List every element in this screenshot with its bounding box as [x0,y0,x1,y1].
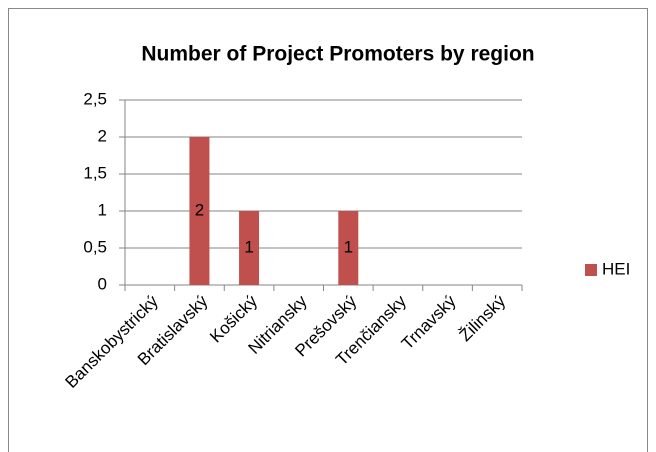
y-tick-label: 1 [98,200,107,219]
legend-swatch [585,264,597,276]
chart-border [8,8,648,452]
y-tick-label: 0 [98,274,107,293]
data-label: 2 [195,200,204,219]
y-tick-label: 0,5 [83,237,107,256]
y-tick-label: 1,5 [83,163,107,182]
y-tick-label: 2 [98,126,107,145]
data-label: 1 [244,237,253,256]
bar [239,211,260,285]
chart-title: Number of Project Promoters by region [141,43,534,66]
legend-label: HEI [602,259,630,278]
data-label: 1 [344,237,353,256]
y-tick-label: 2,5 [83,89,107,108]
bar [189,137,210,285]
bar [338,211,359,285]
